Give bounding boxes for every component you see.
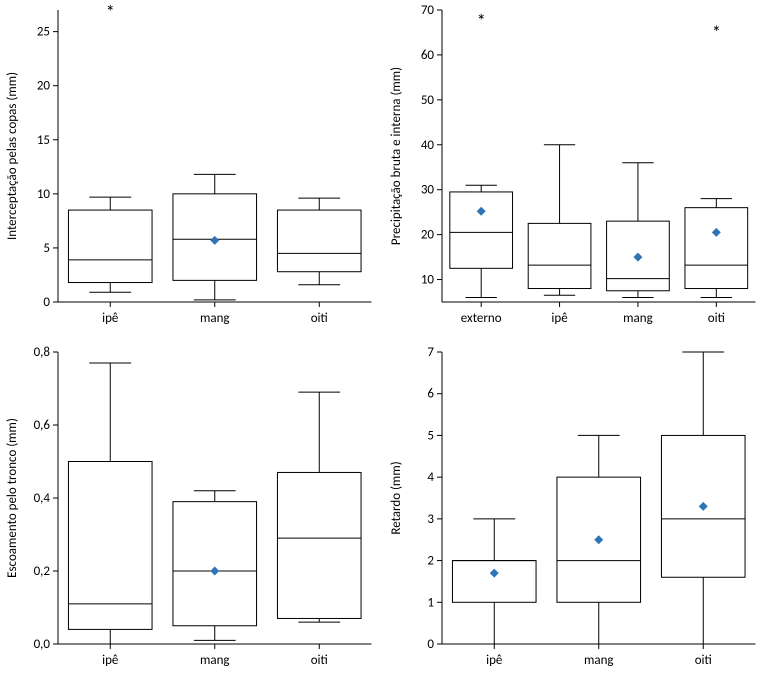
y-tick-label: 70 [420,3,434,18]
category-label: ipê [102,653,118,668]
y-axis-title: Retardo (mm) [389,461,404,534]
outlier-asterisk-icon: * [106,1,115,23]
box [449,192,512,268]
y-tick-label: 40 [420,138,434,153]
y-tick-label: 30 [420,183,434,198]
panel-top-right: 10 20 30 40 50 60 70 externo ipê mang oiti Precipit… [384,0,767,342]
box [528,223,591,288]
mean-marker-icon [210,236,219,245]
category-label: oiti [694,653,711,668]
y-tick-label: 10 [420,273,434,288]
category-label: ipê [551,311,567,326]
panel-bottom-left: 0,0 0,2 0,4 0,6 0,8 ipê mang oiti Escoamento pel… [0,342,384,684]
y-tick-label: 0,2 [34,564,51,579]
chart-grid: 0510152025ipêmangoitiInterceptação pelas… [0,0,767,684]
outlier-asterisk-icon: * [711,21,720,43]
y-tick-label: 0,0 [34,637,51,652]
category-label: mang [200,653,230,668]
y-tick-label: 60 [420,48,434,63]
mean-marker-icon [210,567,219,576]
y-tick-label: 4 [427,470,434,485]
y-axis-title: Escoamento pelo tronco (mm) [5,418,20,578]
y-tick-label: 5 [43,241,50,256]
category-label: ipê [102,311,118,326]
category-label: mang [200,311,230,326]
y-tick-label: 7 [427,345,434,360]
category-label: externo [460,311,501,326]
y-tick-label: 0,4 [34,491,51,506]
panel-bottom-right: 0 1 2 3 4 5 6 7 ipê mang oiti Retardo (mm) [384,342,767,684]
category-label: oiti [707,311,724,326]
category-label: mang [583,653,613,668]
boxplot-svg: 0 1 2 3 4 5 6 7 ipê mang oiti Retardo (mm) [384,342,767,684]
box [68,210,152,282]
y-tick-label: 0 [43,295,50,310]
boxplot-svg: 10 20 30 40 50 60 70 externo ipê mang oiti Precipit… [384,0,767,342]
mean-marker-icon [476,207,485,216]
mean-marker-icon [594,535,603,544]
box [684,208,747,289]
mean-marker-icon [711,228,720,237]
y-tick-label: 0,6 [34,418,51,433]
y-axis-title: Precipitação bruta e interna (mm) [389,67,404,245]
y-tick-label: 6 [427,387,434,402]
category-label: oiti [311,653,328,668]
y-tick-label: 1 [427,595,434,610]
box [277,210,361,272]
y-tick-label: 25 [37,25,50,40]
y-tick-label: 15 [37,133,50,148]
y-tick-label: 0,8 [34,345,51,360]
category-label: mang [623,311,653,326]
mean-marker-icon [698,502,707,511]
y-tick-label: 50 [420,93,434,108]
y-tick-label: 20 [37,79,51,94]
mean-marker-icon [489,569,498,578]
category-label: ipê [486,653,502,668]
y-tick-label: 3 [427,512,434,527]
y-tick-label: 20 [420,228,434,243]
outlier-asterisk-icon: * [476,10,485,32]
box [277,472,361,618]
boxplot-svg: 0,0 0,2 0,4 0,6 0,8 ipê mang oiti Escoamento pel… [0,342,384,684]
box [452,561,536,603]
box [173,502,257,626]
boxplot-svg: 0 5 10 15 20 25 ipê mang oiti Interceptação pelas… [0,0,384,342]
category-label: oiti [311,311,328,326]
panel-top-left: 0 5 10 15 20 25 ipê mang oiti Interceptação pelas… [0,0,384,342]
y-axis-title: Interceptação pelas copas (mm) [5,72,20,240]
mean-marker-icon [633,253,642,262]
y-tick-label: 0 [427,637,434,652]
y-tick-label: 10 [37,187,51,202]
y-tick-label: 2 [427,554,434,569]
y-tick-label: 5 [427,428,434,443]
